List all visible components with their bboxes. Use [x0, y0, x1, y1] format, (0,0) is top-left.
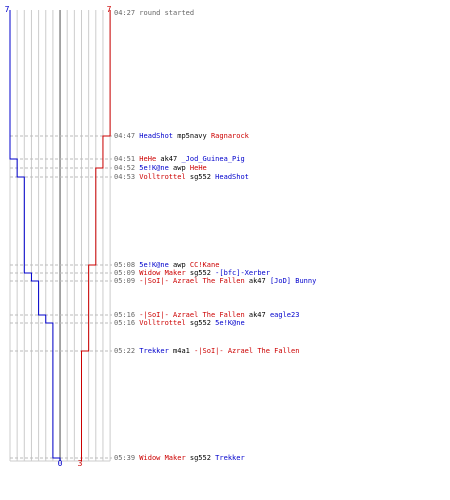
weapon-name: ak47: [248, 277, 266, 285]
victim-name: Trekker: [215, 454, 245, 462]
event-time: 05:16: [114, 319, 136, 327]
event-guide-lines: [10, 135, 112, 459]
event-time: 04:51: [114, 155, 136, 163]
blue-end-count: 0: [58, 459, 63, 468]
weapon-name: sg552: [189, 173, 211, 181]
event-row: 05:09 Widow Maker sg552 -[bfc]-Xerber: [114, 269, 270, 277]
event-row: 04:51 HeHe ak47 _Jod_Guinea_Pig: [114, 155, 245, 163]
event-time: 05:22: [114, 347, 136, 355]
red-team-alive-line: [81, 10, 111, 461]
event-row: 04:27 round started: [114, 9, 194, 17]
event-time: 04:27: [114, 9, 136, 17]
victim-name: CC!Kane: [189, 261, 220, 269]
event-time: 05:08: [114, 261, 136, 269]
event-time: 05:16: [114, 311, 136, 319]
blue-team-alive-line: [9, 10, 61, 461]
event-time: 05:09: [114, 277, 136, 285]
victim-name: Ragnarock: [210, 132, 249, 140]
victim-name: _Jod_Guinea_Pig: [181, 155, 245, 163]
event-row: 04:47 HeadShot mp5navy Ragnarock: [114, 132, 249, 140]
weapon-name: ak47: [160, 155, 178, 163]
blue-start-count: 7: [5, 5, 10, 14]
weapon-name: mp5navy: [177, 132, 207, 140]
killer-name: 5e!K@ne: [139, 261, 169, 269]
weapon-name: m4a1: [173, 347, 190, 355]
killer-name: 5e!K@ne: [139, 164, 169, 172]
victim-name: -|SoI|- Azrael The Fallen: [194, 347, 300, 355]
red-end-count: 3: [78, 459, 83, 468]
event-row: 05:16 -|SoI|- Azrael The Fallen ak47 eag…: [114, 311, 299, 319]
killer-name: Volltrottel: [139, 319, 186, 327]
killer-name: Widow Maker: [139, 454, 186, 462]
killer-name: Volltrottel: [139, 173, 186, 181]
victim-name: 5e!K@ne: [215, 319, 245, 327]
weapon-name: ak47: [248, 311, 266, 319]
event-note: round started: [139, 9, 195, 17]
weapon-name: sg552: [189, 269, 211, 277]
victim-name: -[bfc]-Xerber: [215, 269, 270, 277]
event-row: 04:52 5e!K@ne awp HeHe: [114, 164, 207, 172]
killer-name: Widow Maker: [139, 269, 186, 277]
timeline-grid: [9, 10, 111, 462]
weapon-name: awp: [173, 261, 186, 269]
weapon-name: sg552: [189, 319, 211, 327]
event-time: 04:53: [114, 173, 136, 181]
event-row: 05:16 Volltrottel sg552 5e!K@ne: [114, 319, 245, 327]
event-row: 04:53 Volltrottel sg552 HeadShot: [114, 173, 249, 181]
red-start-count: 7: [107, 5, 112, 14]
killer-name: -|SoI|- Azrael The Fallen: [139, 277, 245, 285]
killer-name: Trekker: [139, 347, 169, 355]
event-row: 05:08 5e!K@ne awp CC!Kane: [114, 261, 219, 269]
victim-name: [JoD] Bunny: [269, 277, 317, 285]
weapon-name: sg552: [189, 454, 211, 462]
killer-name: -|SoI|- Azrael The Fallen: [139, 311, 245, 319]
event-row: 05:39 Widow Maker sg552 Trekker: [114, 454, 245, 462]
killer-name: HeHe: [139, 155, 157, 163]
event-row: 05:22 Trekker m4a1 -|SoI|- Azrael The Fa…: [114, 347, 299, 355]
event-row: 05:09 -|SoI|- Azrael The Fallen ak47 [Jo…: [114, 277, 316, 285]
event-time: 04:47: [114, 132, 136, 140]
victim-name: HeHe: [189, 164, 207, 172]
victim-name: HeadShot: [215, 173, 249, 181]
weapon-name: awp: [173, 164, 186, 172]
event-time: 05:09: [114, 269, 136, 277]
event-time: 04:52: [114, 164, 136, 172]
event-time: 05:39: [114, 454, 136, 462]
killer-name: HeadShot: [139, 132, 174, 140]
victim-name: eagle23: [269, 311, 300, 319]
